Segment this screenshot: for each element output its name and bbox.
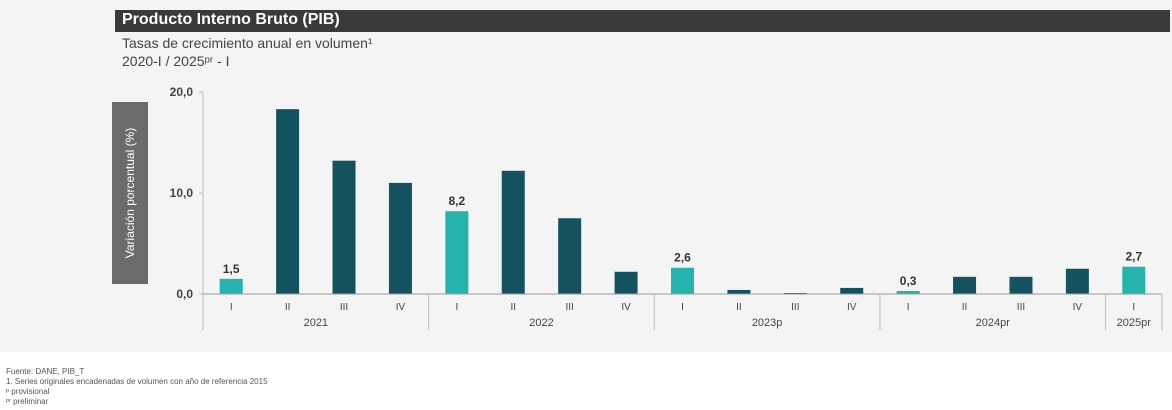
y-axis-label-box: [112, 102, 148, 284]
x-category-label: III: [340, 302, 348, 313]
footer-note-2: ᵖ provisional: [6, 387, 50, 396]
chart-title: Producto Interno Bruto (PIB): [122, 11, 340, 28]
footer-note-3: ᵖʳ preliminar: [6, 397, 49, 406]
bar: [332, 160, 356, 294]
bar: [1009, 276, 1033, 294]
x-group-label: 2022: [529, 317, 553, 329]
x-category-label: II: [510, 302, 516, 313]
bar-data-label: 0,3: [900, 274, 917, 288]
x-category-label: III: [566, 302, 574, 313]
y-tick-label: 20,0: [170, 85, 194, 99]
x-category-label: I: [455, 302, 458, 313]
x-group-label: 2024pr: [976, 317, 1011, 329]
x-group-label: 2025pr: [1117, 317, 1152, 329]
bar: [558, 218, 582, 294]
x-category-label: IV: [1073, 302, 1083, 313]
x-category-label: III: [791, 302, 799, 313]
chart-panel: [0, 0, 1172, 352]
title-bar: [115, 10, 1170, 32]
bar: [614, 271, 638, 294]
x-category-label: II: [736, 302, 742, 313]
bar: [445, 211, 469, 294]
x-group-label: 2021: [304, 317, 328, 329]
bar: [1122, 266, 1146, 294]
x-category-label: IV: [621, 302, 631, 313]
x-category-label: II: [962, 302, 968, 313]
x-category-label: IV: [847, 302, 857, 313]
y-tick-label: 0,0: [176, 287, 193, 301]
bar: [783, 292, 807, 294]
footer-note-1: 1. Series originales encadenadas de volu…: [6, 377, 268, 386]
bar: [840, 287, 864, 294]
x-category-label: I: [681, 302, 684, 313]
chart-period: 2020-I / 2025ᵖʳ - I: [122, 53, 230, 69]
x-category-label: I: [907, 302, 910, 313]
x-category-label: III: [1017, 302, 1025, 313]
bar: [896, 290, 920, 294]
bar: [953, 276, 977, 294]
bar-data-label: 8,2: [449, 194, 466, 208]
bar: [1065, 268, 1089, 294]
x-group-label: 2023p: [752, 317, 783, 329]
bar: [727, 289, 751, 294]
x-category-label: I: [1132, 302, 1135, 313]
y-tick-label: 10,0: [170, 186, 194, 200]
chart-subtitle: Tasas de crecimiento anual en volumen¹: [122, 35, 373, 51]
bar: [671, 267, 694, 294]
bar: [276, 109, 300, 294]
x-category-label: IV: [396, 302, 406, 313]
bar: [219, 278, 243, 294]
bar: [501, 170, 525, 294]
footer-source: Fuente: DANE, PIB_T: [6, 367, 85, 376]
bar-data-label: 1,5: [223, 262, 240, 276]
bar-chart: 0,010,020,01,5I II III IV8,2I II III IV2,6I II I…: [170, 85, 1163, 330]
bar-data-label: 2,6: [674, 251, 691, 265]
x-category-label: I: [230, 302, 233, 313]
bar-data-label: 2,7: [1125, 250, 1142, 264]
x-category-label: II: [285, 302, 291, 313]
bar: [388, 182, 412, 294]
